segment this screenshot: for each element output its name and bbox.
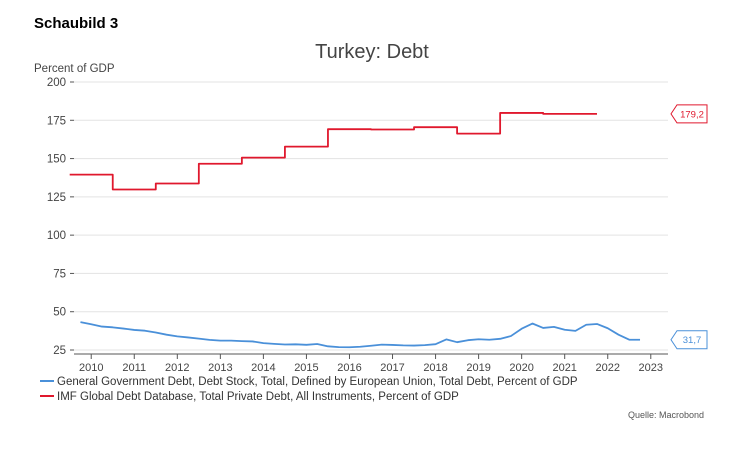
x-tick-label: 2018: [423, 362, 447, 374]
y-tick-label: 50: [53, 307, 66, 319]
end-label-box: [670, 330, 708, 350]
x-tick-label: 2012: [165, 362, 189, 374]
figure-label: Schaubild 3: [34, 15, 118, 32]
source-note: Quelle: Macrobond: [628, 410, 704, 420]
legend: General Government Debt, Debt Stock, Tot…: [40, 376, 578, 403]
chart-title: Turkey: Debt: [315, 41, 429, 63]
x-tick-label: 2023: [639, 362, 663, 374]
x-tick-label: 2020: [509, 362, 533, 374]
end-label-1: 179,2: [670, 104, 708, 124]
y-axis-label: Percent of GDP: [34, 63, 115, 75]
x-tick-label: 2022: [595, 362, 619, 374]
y-tick-label: 100: [47, 230, 66, 242]
series-lines: [69, 112, 641, 349]
end-value-labels: 31,7 179,2: [670, 104, 708, 350]
x-tick-label: 2016: [337, 362, 361, 374]
y-tick-label: 175: [47, 115, 66, 127]
series-line-0: [80, 321, 641, 349]
x-tick-label: 2019: [466, 362, 490, 374]
grid-lines: [74, 81, 668, 351]
y-tick-label: 200: [47, 77, 66, 89]
y-tick-label: 150: [47, 154, 66, 166]
x-tick-label: 2015: [294, 362, 318, 374]
x-tick-label: 2011: [122, 362, 146, 374]
x-tick-label: 2017: [380, 362, 404, 374]
axes: 25 50 75 100 125 150 175 200 2010 2011 2012 2013 201…: [47, 77, 668, 374]
x-tick-label: 2021: [552, 362, 576, 374]
y-tick-label: 25: [53, 345, 66, 357]
end-label-text: 31,7: [683, 335, 702, 346]
end-label-0: 31,7: [670, 330, 708, 350]
end-label-box: [670, 104, 708, 124]
x-tick-label: 2010: [79, 362, 103, 374]
series-line-1: [69, 112, 597, 191]
legend-label-0: General Government Debt, Debt Stock, Tot…: [57, 376, 578, 388]
legend-label-1: IMF Global Debt Database, Total Private …: [57, 391, 459, 403]
y-tick-label: 75: [53, 268, 66, 280]
y-tick-label: 125: [47, 192, 66, 204]
x-tick-label: 2014: [251, 362, 275, 374]
end-label-text: 179,2: [680, 109, 704, 120]
x-tick-label: 2013: [208, 362, 232, 374]
